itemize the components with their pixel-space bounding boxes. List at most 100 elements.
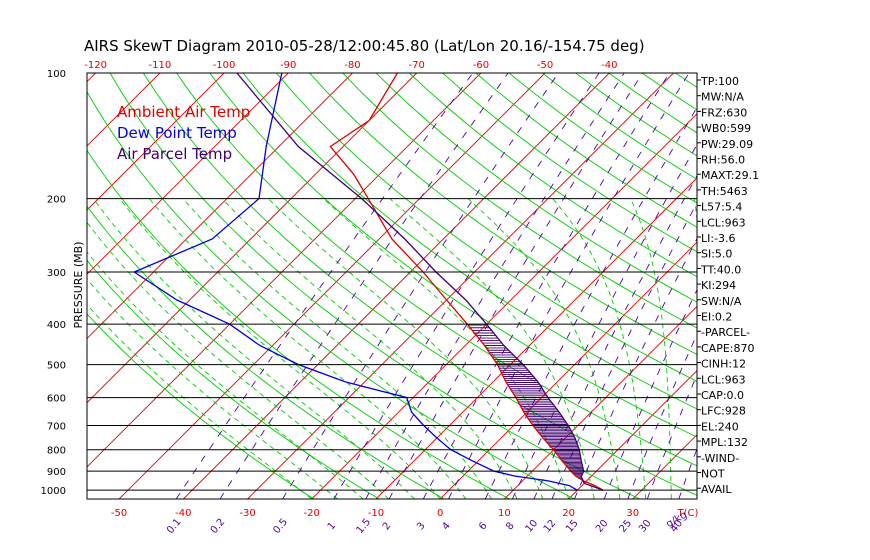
index-value: FRZ:630 [701,106,747,119]
bottom-temp-tick-label: 20 [562,508,575,519]
mixing-ratio-tick-label: 3 [415,520,428,532]
bottom-temp-tick-label: -50 [111,508,127,519]
dry-adiabat-line [142,73,697,496]
isotherm-line [87,73,289,275]
dry-adiabat-line [775,73,870,499]
isotherm-line [825,73,870,499]
mixing-ratio-line [219,73,509,499]
dry-adiabat-line [375,73,697,303]
dry-adiabat-line [87,259,380,499]
mixing-ratio-tick-label: 20 [594,518,611,535]
isotherm-line [118,73,546,499]
isobars [87,198,697,491]
pressure-tick-label: 300 [47,268,66,279]
dry-adiabat-line [641,73,697,111]
mixing-ratio-tick-label: 0.2 [209,517,228,536]
isotherm-line [87,73,482,468]
isotherm-line [0,73,31,499]
dry-adiabat-line [742,73,870,499]
mixing-ratio-tick-label: 6 [477,520,490,532]
mixing-ratio-line [646,373,697,499]
isotherm-line [87,73,418,404]
dry-adiabat-line [275,73,697,382]
mixing-ratio-line [282,73,559,499]
index-value: AVAIL [701,483,732,496]
mixing-ratio-line [333,73,600,499]
index-value: CAPE:870 [701,342,755,355]
bottom-temp-tick-label: 10 [498,508,511,519]
dry-adiabat-line [242,73,697,410]
index-value: RH:56.0 [701,154,745,167]
dry-adiabat-line [87,90,575,499]
isotherm-line [504,305,697,499]
isotherm-line [87,73,225,211]
mixing-ratio-tick-label: 4 [440,520,453,532]
moist-adiabat-line [552,198,647,499]
top-temp-tick-label: -60 [473,60,489,71]
top-temp-tick-label: -100 [213,60,236,71]
pressure-tick-label: 400 [47,320,66,331]
index-value: LCL:963 [701,216,746,229]
mixing-ratio-line [551,201,697,499]
pressure-tick-label: 1000 [41,486,66,497]
mixing-ratio-tick-label: 10 [524,518,541,535]
dry-adiabat-line [475,73,697,228]
index-value: TP:100 [700,75,739,88]
mixing-ratio-tick-label: 25 [617,518,634,535]
isotherm-line [761,73,870,499]
mixing-ratio-line [422,73,670,499]
axes: 1002003004005006007008009001000PRESSURE … [41,60,699,536]
chart-title: AIRS SkewT Diagram 2010-05-28/12:00:45.8… [84,37,645,55]
mixing-ratio-tick-label: 1 [326,520,339,532]
y-axis-label: PRESSURE (MB) [72,242,85,329]
mixing-ratio-line [627,333,697,499]
mixing-ratio-tick-label: 15 [564,518,581,535]
isotherm-line [311,113,697,499]
moist-adiabat-line [389,198,595,499]
index-value: WB0:599 [701,122,751,135]
bottom-temp-unit: T(C) [677,508,699,519]
index-value: CAP:0.0 [701,389,744,402]
top-temp-tick-label: -120 [84,60,107,71]
mixing-ratio-tick-label: 12 [542,518,559,535]
index-value: LI:-3.6 [701,232,736,245]
index-value: MW:N/A [701,91,744,104]
mixing-ratio-tick-label: 30 [637,518,654,535]
legend-entry: Air Parcel Temp [117,145,232,163]
top-temp-tick-label: -90 [280,60,296,71]
index-value: EL:240 [701,420,739,433]
mixing-ratio-line [448,73,690,499]
index-value: SI:5.0 [701,248,732,261]
top-temp-tick-label: -70 [409,60,425,71]
moist-adiabat-line [119,198,441,499]
mixing-ratio-line [365,73,625,499]
moist-adiabat-line [630,198,672,499]
index-value: MAXT:29.1 [701,169,759,182]
bottom-temp-tick-label: -20 [304,508,320,519]
pressure-tick-label: 900 [47,467,66,478]
index-value: NOT [701,468,725,481]
ambient-temp-line [329,73,604,491]
moist-adiabat-line [93,198,415,499]
index-value: -WIND- [701,452,739,465]
moist-adiabat-line [268,198,544,499]
index-value: EI:0.2 [701,311,732,324]
dry-adiabat-line [87,313,315,499]
moist-adiabat-line [87,251,364,499]
isotherm-line [568,369,697,499]
isotherm-line [375,177,697,499]
legend-entry: Ambient Air Temp [117,103,250,121]
index-value: CINH:12 [701,358,746,371]
mixing-ratio-tick-label: 0.1 [165,517,184,536]
isotherm-line [87,73,353,340]
index-value: MPL:132 [701,436,748,449]
dry-adiabat-line [176,73,697,467]
bottom-temp-tick-label: -10 [368,508,384,519]
isotherm-line [182,73,610,499]
legend: Ambient Air Temp Dew Point Temp Air Parcel… [117,103,250,163]
parcel-temp-line [236,73,604,491]
mixing-ratio-line [175,73,474,499]
pressure-tick-label: 700 [47,422,66,433]
dry-adiabat-line [309,73,697,355]
